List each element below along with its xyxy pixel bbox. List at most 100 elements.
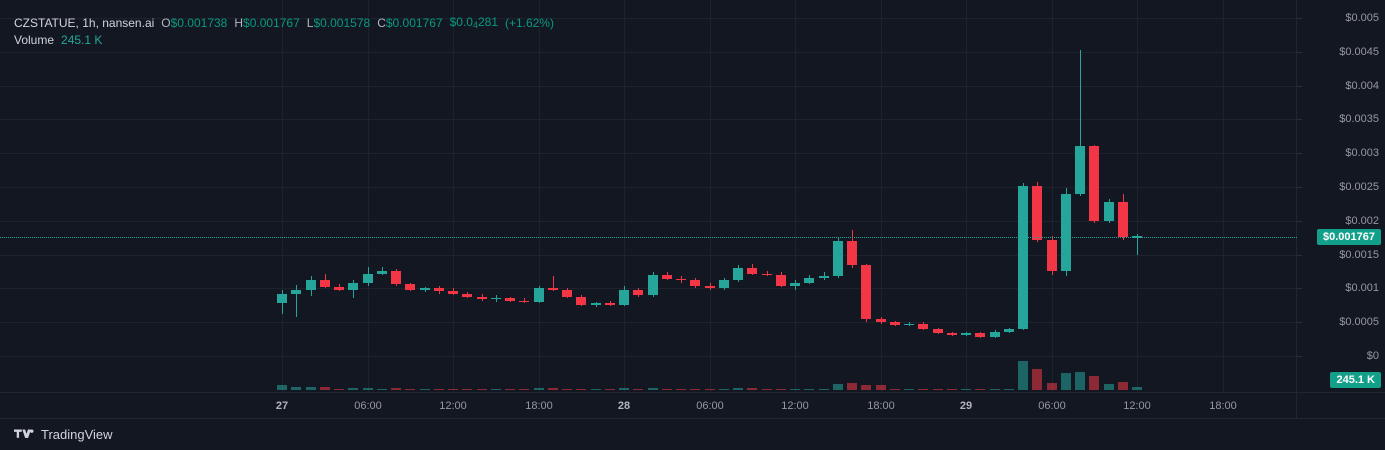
candle-body [705, 285, 715, 289]
time-axis-label: 06:00 [354, 400, 382, 412]
time-axis[interactable]: 27 06:00 12:00 18:00 28 06:00 12:00 18:00 29 06:0… [0, 392, 1297, 419]
candle-body [719, 280, 729, 289]
volume-bar [776, 388, 786, 390]
volume-bar [348, 388, 358, 390]
candle-body [747, 268, 757, 274]
price-axis-tick [1297, 288, 1302, 289]
candle-body [1018, 185, 1028, 329]
volume-bar [320, 387, 330, 390]
price-axis-label: $0.005 [1345, 12, 1379, 24]
volume-bar [1089, 376, 1099, 390]
volume-badge[interactable]: 245.1 K [1330, 372, 1381, 388]
time-axis-label: 29 [959, 400, 973, 412]
candle-body [462, 293, 472, 297]
legend-volume-row: Volume 245.1 K [14, 32, 554, 49]
candle-body [819, 276, 829, 278]
candle-body [633, 289, 643, 296]
candle-body [576, 296, 586, 305]
price-axis-label: $0.002 [1345, 215, 1379, 227]
candle-body [291, 289, 301, 294]
price-axis-tick [1297, 322, 1302, 323]
legend-volume-value: 245.1 K [61, 33, 103, 47]
time-axis-label: 12:00 [781, 400, 809, 412]
volume-bar [591, 388, 601, 390]
price-axis-label: $0 [1366, 350, 1379, 362]
candle-body [861, 265, 871, 320]
candle-body [391, 270, 401, 285]
candle-body [690, 280, 700, 286]
candle-body [562, 289, 572, 297]
time-axis-label: 12:00 [439, 400, 467, 412]
volume-bar [790, 388, 800, 390]
chart-legend: CZSTATUE, 1h, nansen.ai O $0.001738 H $0… [14, 14, 554, 49]
candle-body [320, 280, 330, 288]
legend-symbol[interactable]: CZSTATUE, 1h, nansen.ai [14, 15, 155, 30]
gridline-horizontal [0, 356, 1297, 357]
candle-body [1118, 201, 1128, 237]
volume-bar [705, 388, 715, 390]
volume-bar [975, 388, 985, 390]
volume-bar [762, 388, 772, 390]
legend-close-value: $0.001767 [385, 15, 443, 30]
price-axis-label: $0.0005 [1339, 316, 1379, 328]
candle-body [890, 322, 900, 325]
volume-bar [434, 388, 444, 390]
tradingview-logo[interactable]: TradingView [14, 427, 113, 442]
price-axis-tick [1297, 356, 1302, 357]
candle-wick [296, 285, 297, 317]
price-axis-label: $0.003 [1345, 147, 1379, 159]
legend-high-key: H [234, 15, 244, 30]
price-axis[interactable]: $0.005 $0.0045 $0.004 $0.0035 $0.003 $0.0025 $… [1296, 0, 1385, 392]
volume-bar [947, 388, 957, 390]
candle-body [847, 241, 857, 266]
candle-body [876, 319, 886, 323]
tradingview-brand-label: TradingView [41, 427, 113, 442]
candle-body [1047, 239, 1057, 271]
gridline-vertical [710, 0, 711, 392]
gridline-horizontal [0, 255, 1297, 256]
volume-bar [1075, 372, 1085, 390]
volume-bar [576, 388, 586, 390]
time-axis-label: 18:00 [867, 400, 895, 412]
volume-bar [633, 388, 643, 390]
gridline-horizontal [0, 86, 1297, 87]
candle-body [363, 273, 373, 283]
volume-bar [1132, 386, 1142, 390]
candle-body [534, 288, 544, 302]
gridline-vertical [795, 0, 796, 392]
current-price-badge[interactable]: $0.001767 [1317, 229, 1381, 245]
volume-bar [519, 388, 529, 390]
gridline-vertical [368, 0, 369, 392]
time-axis-label: 27 [275, 400, 289, 412]
candle-body [605, 303, 615, 305]
candle-body [434, 288, 444, 292]
gridline-vertical [453, 0, 454, 392]
volume-bar [605, 388, 615, 390]
candle-body [648, 274, 658, 296]
gridline-horizontal [0, 119, 1297, 120]
candle-body [804, 277, 814, 283]
candle-body [933, 328, 943, 333]
legend-low-key: L [306, 15, 314, 30]
candle-body [477, 296, 487, 300]
price-axis-tick [1297, 221, 1302, 222]
volume-bar [961, 388, 971, 390]
volume-bar [662, 388, 672, 390]
price-axis-label: $0.0015 [1339, 249, 1379, 261]
gridline-horizontal [0, 153, 1297, 154]
legend-volume-label[interactable]: Volume [14, 33, 55, 47]
volume-bar [904, 388, 914, 390]
candle-body [961, 333, 971, 335]
volume-bar [1047, 383, 1057, 390]
candle-body [904, 323, 914, 326]
legend-low-value: $0.001578 [313, 15, 371, 30]
gridline-vertical [1052, 0, 1053, 392]
gridline-horizontal [0, 187, 1297, 188]
price-axis-tick [1297, 18, 1302, 19]
gridline-vertical [1137, 0, 1138, 392]
chart-plot-area[interactable] [0, 0, 1297, 392]
volume-bar [676, 388, 686, 390]
candle-body [1089, 146, 1099, 221]
volume-bar [420, 388, 430, 390]
legend-high-value: $0.001767 [243, 15, 300, 30]
